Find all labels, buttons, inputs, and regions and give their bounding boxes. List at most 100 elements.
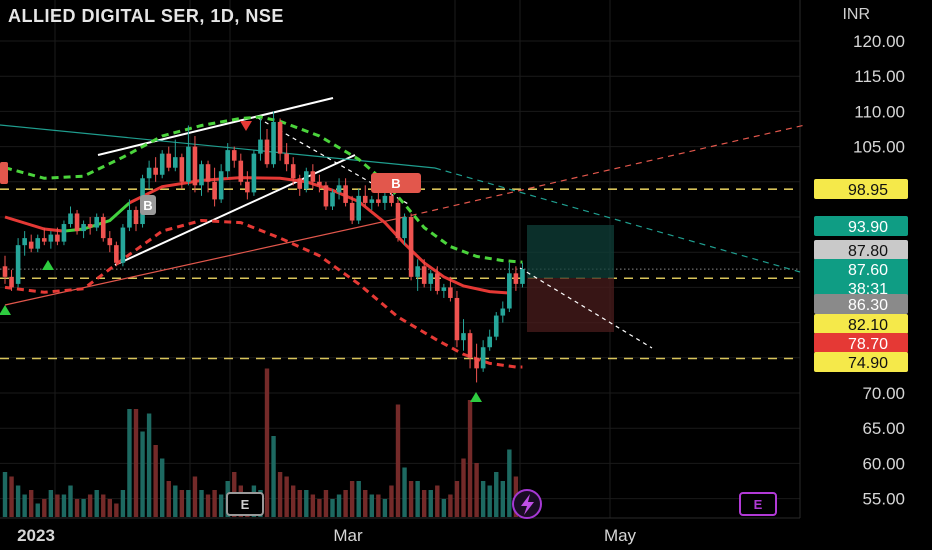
price-tick-label: 65.00 [862, 419, 905, 438]
candle-body [297, 178, 303, 189]
candle-body [205, 164, 211, 182]
candle-body [421, 266, 427, 284]
volume-bar [114, 503, 119, 517]
volume-bar [173, 485, 178, 517]
candle-body [513, 273, 519, 284]
price-axis: 120.00 115.00 110.00 105.00 70.00 65.00 60.00 5… [814, 32, 908, 509]
price-tag-value: 98.95 [848, 182, 888, 199]
dividend-marker [512, 489, 542, 519]
volume-bar [389, 485, 394, 517]
candle-body [454, 297, 460, 341]
volume-bar [9, 476, 14, 517]
volume-bar [205, 494, 211, 517]
candle-body [258, 139, 263, 154]
volume-bar [48, 490, 54, 517]
candle-body [428, 273, 434, 284]
volume-bar [87, 494, 93, 517]
candle-body [127, 209, 132, 228]
volume-bar [310, 494, 316, 517]
price-tick-label: 110.00 [854, 102, 905, 121]
volume-bar [376, 494, 381, 517]
candle-body [61, 224, 67, 242]
candle-body [349, 202, 355, 221]
volume-bar [422, 490, 427, 517]
volume-bar [153, 445, 158, 517]
buy-arrow-up [42, 260, 54, 270]
volume-bar [291, 485, 296, 517]
candle-body [271, 121, 276, 165]
symbol-title[interactable]: ALLIED DIGITAL SER, 1D, NSE [8, 6, 284, 26]
candle-body [35, 238, 41, 249]
volume-bar [356, 481, 361, 517]
price-tag: 93.90 [814, 216, 908, 236]
volume-bar [363, 490, 368, 517]
candle-body [245, 181, 250, 193]
candle-body [48, 234, 54, 242]
event-letter: E [754, 497, 763, 512]
candle-body [166, 153, 172, 168]
candle-body [480, 347, 486, 369]
candle-body [467, 333, 473, 358]
candle-body [408, 217, 414, 277]
candle-body [323, 185, 329, 207]
candle-body [474, 357, 479, 369]
candle-body [507, 273, 512, 309]
price-tick-label: 60.00 [862, 454, 905, 473]
volume-bar [94, 490, 99, 517]
candle-body [133, 209, 139, 225]
candle-body [74, 213, 80, 232]
candle-body [336, 185, 342, 193]
volume-bar [277, 472, 283, 517]
volume-bar [140, 431, 145, 517]
volume-bar [133, 409, 139, 517]
volume-bar [120, 490, 126, 517]
volume-bar [101, 494, 106, 517]
candle-body [251, 153, 257, 193]
candle-body [28, 241, 34, 249]
price-tag-value: 78.70 [848, 336, 888, 353]
candle-body [100, 217, 106, 239]
volume-bar [330, 499, 335, 517]
volume-bar [317, 499, 322, 517]
time-tick-label: May [604, 526, 637, 545]
earnings-marker: E [226, 492, 264, 516]
sell-signal-label: B [371, 173, 421, 193]
red-trendline-extension [399, 124, 806, 219]
candle-body [153, 167, 158, 175]
candle-body [199, 164, 204, 186]
price-tag: 87.60 38:31 [814, 259, 908, 299]
volume-bar [68, 485, 73, 517]
volume-bar [343, 490, 348, 517]
candle-body [362, 195, 368, 203]
volume-bar [304, 490, 309, 517]
volume-bar [55, 494, 60, 517]
volume-bar [369, 494, 374, 517]
candlestick-series [2, 111, 525, 383]
candle-body [22, 238, 27, 246]
candle-body [192, 146, 198, 186]
candle-body [441, 287, 447, 291]
candle-body [461, 333, 466, 341]
price-tick-label: 70.00 [862, 384, 905, 403]
candle-body [15, 245, 21, 284]
earnings-marker-future: E [739, 492, 777, 516]
price-tag-box [814, 240, 908, 260]
price-tag: 78.70 [814, 333, 908, 353]
price-tag-box [814, 333, 908, 353]
price-tag-value: 82.10 [848, 317, 888, 334]
candle-body [310, 171, 316, 182]
volume-bar [323, 490, 329, 517]
volume-bar [448, 494, 453, 517]
candle-body [493, 315, 499, 337]
event-box [739, 492, 777, 516]
volume-bar [408, 481, 414, 517]
candle-body [520, 269, 525, 284]
candle-body [376, 199, 381, 203]
buy-arrow-up [470, 392, 482, 402]
volume-bar [500, 481, 505, 517]
volume-bar [146, 413, 152, 517]
volume-bar [382, 499, 388, 517]
volume-bar [494, 472, 499, 517]
signal-label-box [371, 173, 421, 193]
